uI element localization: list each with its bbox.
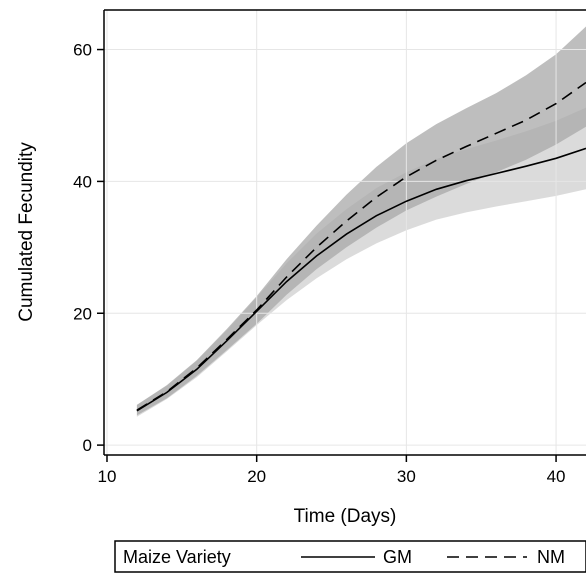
x-tick-label-20: 20 [247,467,266,486]
legend-label-nm: NM [537,547,565,567]
series-line-gm [136,147,586,412]
x-tick-label-40: 40 [547,467,566,486]
grid-lines [104,10,586,455]
y-axis-title: Cumulated Fecundity [16,142,37,322]
x-tick-label-10: 10 [98,467,117,486]
x-axis-ticks: 10 20 30 40 [98,455,566,486]
y-tick-label-60: 60 [73,41,92,60]
x-axis-title: Time (Days) [294,506,397,527]
legend-label-gm: GM [383,547,412,567]
legend-title: Maize Variety [123,547,231,567]
y-tick-label-20: 20 [73,304,92,323]
x-tick-label-30: 30 [397,467,416,486]
axes [103,9,586,456]
y-axis-ticks: 0 20 40 60 [73,41,104,455]
band-nm [136,26,586,416]
y-tick-label-0: 0 [83,436,92,455]
legend: Maize Variety GM NM [114,540,586,573]
band-gm [136,107,586,417]
confidence-bands [136,26,586,417]
y-tick-label-40: 40 [73,172,92,191]
series-lines [136,81,586,412]
